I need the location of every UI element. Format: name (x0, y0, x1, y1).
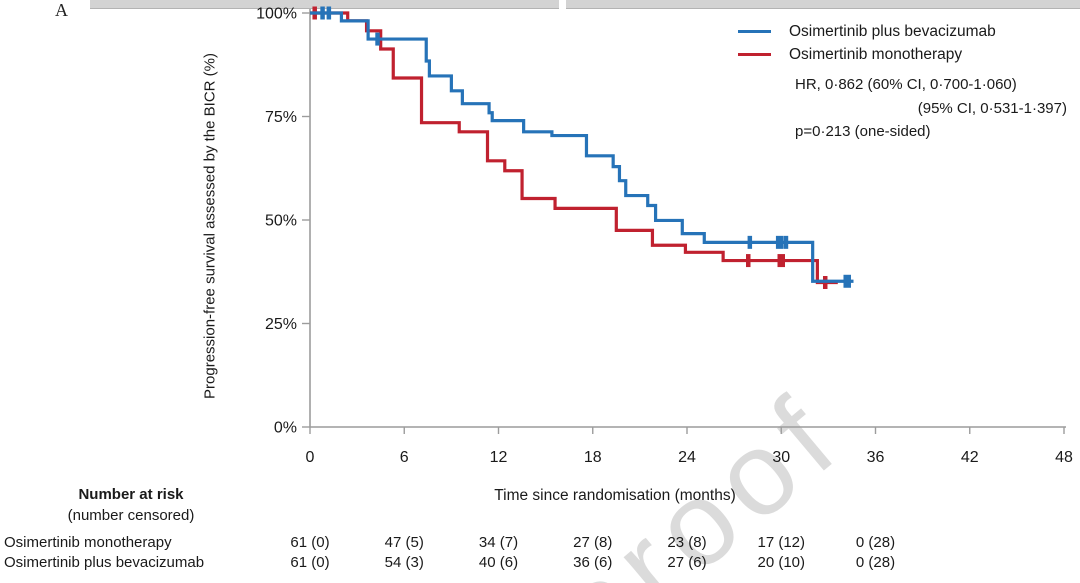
hazard-ratio-text: HR, 0·862 (60% CI, 0·700-1·060) (795, 76, 1017, 93)
risk-table-title: Number at risk (78, 486, 184, 503)
km-curve-osimertinib-plus-bevacizumab (310, 6, 854, 288)
page-header-bar-right (566, 0, 1080, 9)
risk-row-label: Osimertinib plus bevacizumab (4, 554, 205, 571)
y-tick-label: 25% (265, 316, 297, 333)
legend-label: Osimertinib monotherapy (789, 45, 963, 63)
risk-value: 54 (3) (384, 554, 424, 571)
risk-value: 47 (5) (384, 534, 424, 551)
y-tick-label: 100% (256, 6, 297, 23)
risk-value: 61 (0) (290, 554, 330, 571)
x-tick-label: 48 (1055, 449, 1073, 466)
x-tick-label: 36 (867, 449, 885, 466)
risk-value: 34 (7) (478, 534, 519, 551)
x-tick-label: 30 (772, 449, 790, 466)
risk-value: 20 (10) (757, 554, 806, 571)
panel-letter-label: A (55, 0, 68, 20)
survival-step-line (310, 11, 854, 283)
risk-value: 27 (8) (573, 534, 613, 551)
risk-value: 40 (6) (478, 554, 519, 571)
risk-value: 0 (28) (855, 534, 896, 551)
x-tick-label: 24 (678, 449, 696, 466)
risk-value: 61 (0) (290, 534, 330, 551)
legend-entry: Osimertinib plus bevacizumab (738, 20, 996, 43)
risk-value: 36 (6) (573, 554, 613, 571)
y-tick-label: 75% (265, 109, 297, 126)
confidence-interval-text: (95% CI, 0·531-1·397) (917, 99, 1067, 117)
risk-row-label: Osimertinib monotherapy (4, 534, 172, 551)
legend: Osimertinib plus bevacizumab Osimertinib… (738, 20, 996, 66)
x-tick-label: 0 (306, 449, 315, 466)
risk-value: 17 (12) (757, 534, 806, 551)
p-value-text: p=0·213 (one-sided) (795, 123, 931, 140)
x-tick-label: 12 (490, 449, 508, 466)
legend-line-swatch-red (738, 52, 771, 57)
x-tick-label: 42 (961, 449, 979, 466)
x-tick-label: 18 (584, 449, 602, 466)
statistics-annotation: HR, 0·862 (60% CI, 0·700-1·060) (95% CI,… (795, 73, 1067, 144)
y-tick-label: 50% (265, 213, 297, 230)
x-tick-label: 6 (400, 449, 409, 466)
risk-value: 0 (28) (855, 554, 896, 571)
legend-label: Osimertinib plus bevacizumab (789, 22, 996, 40)
survival-step-line (310, 11, 838, 285)
risk-value: 27 (6) (667, 554, 707, 571)
x-axis-title: Time since randomisation (months) (494, 487, 736, 504)
y-tick-label: 0% (274, 420, 297, 437)
risk-value: 23 (8) (667, 534, 707, 551)
legend-line-swatch-blue (738, 29, 771, 34)
risk-table-subtitle: (number censored) (67, 507, 195, 524)
legend-entry: Osimertinib monotherapy (738, 43, 996, 66)
